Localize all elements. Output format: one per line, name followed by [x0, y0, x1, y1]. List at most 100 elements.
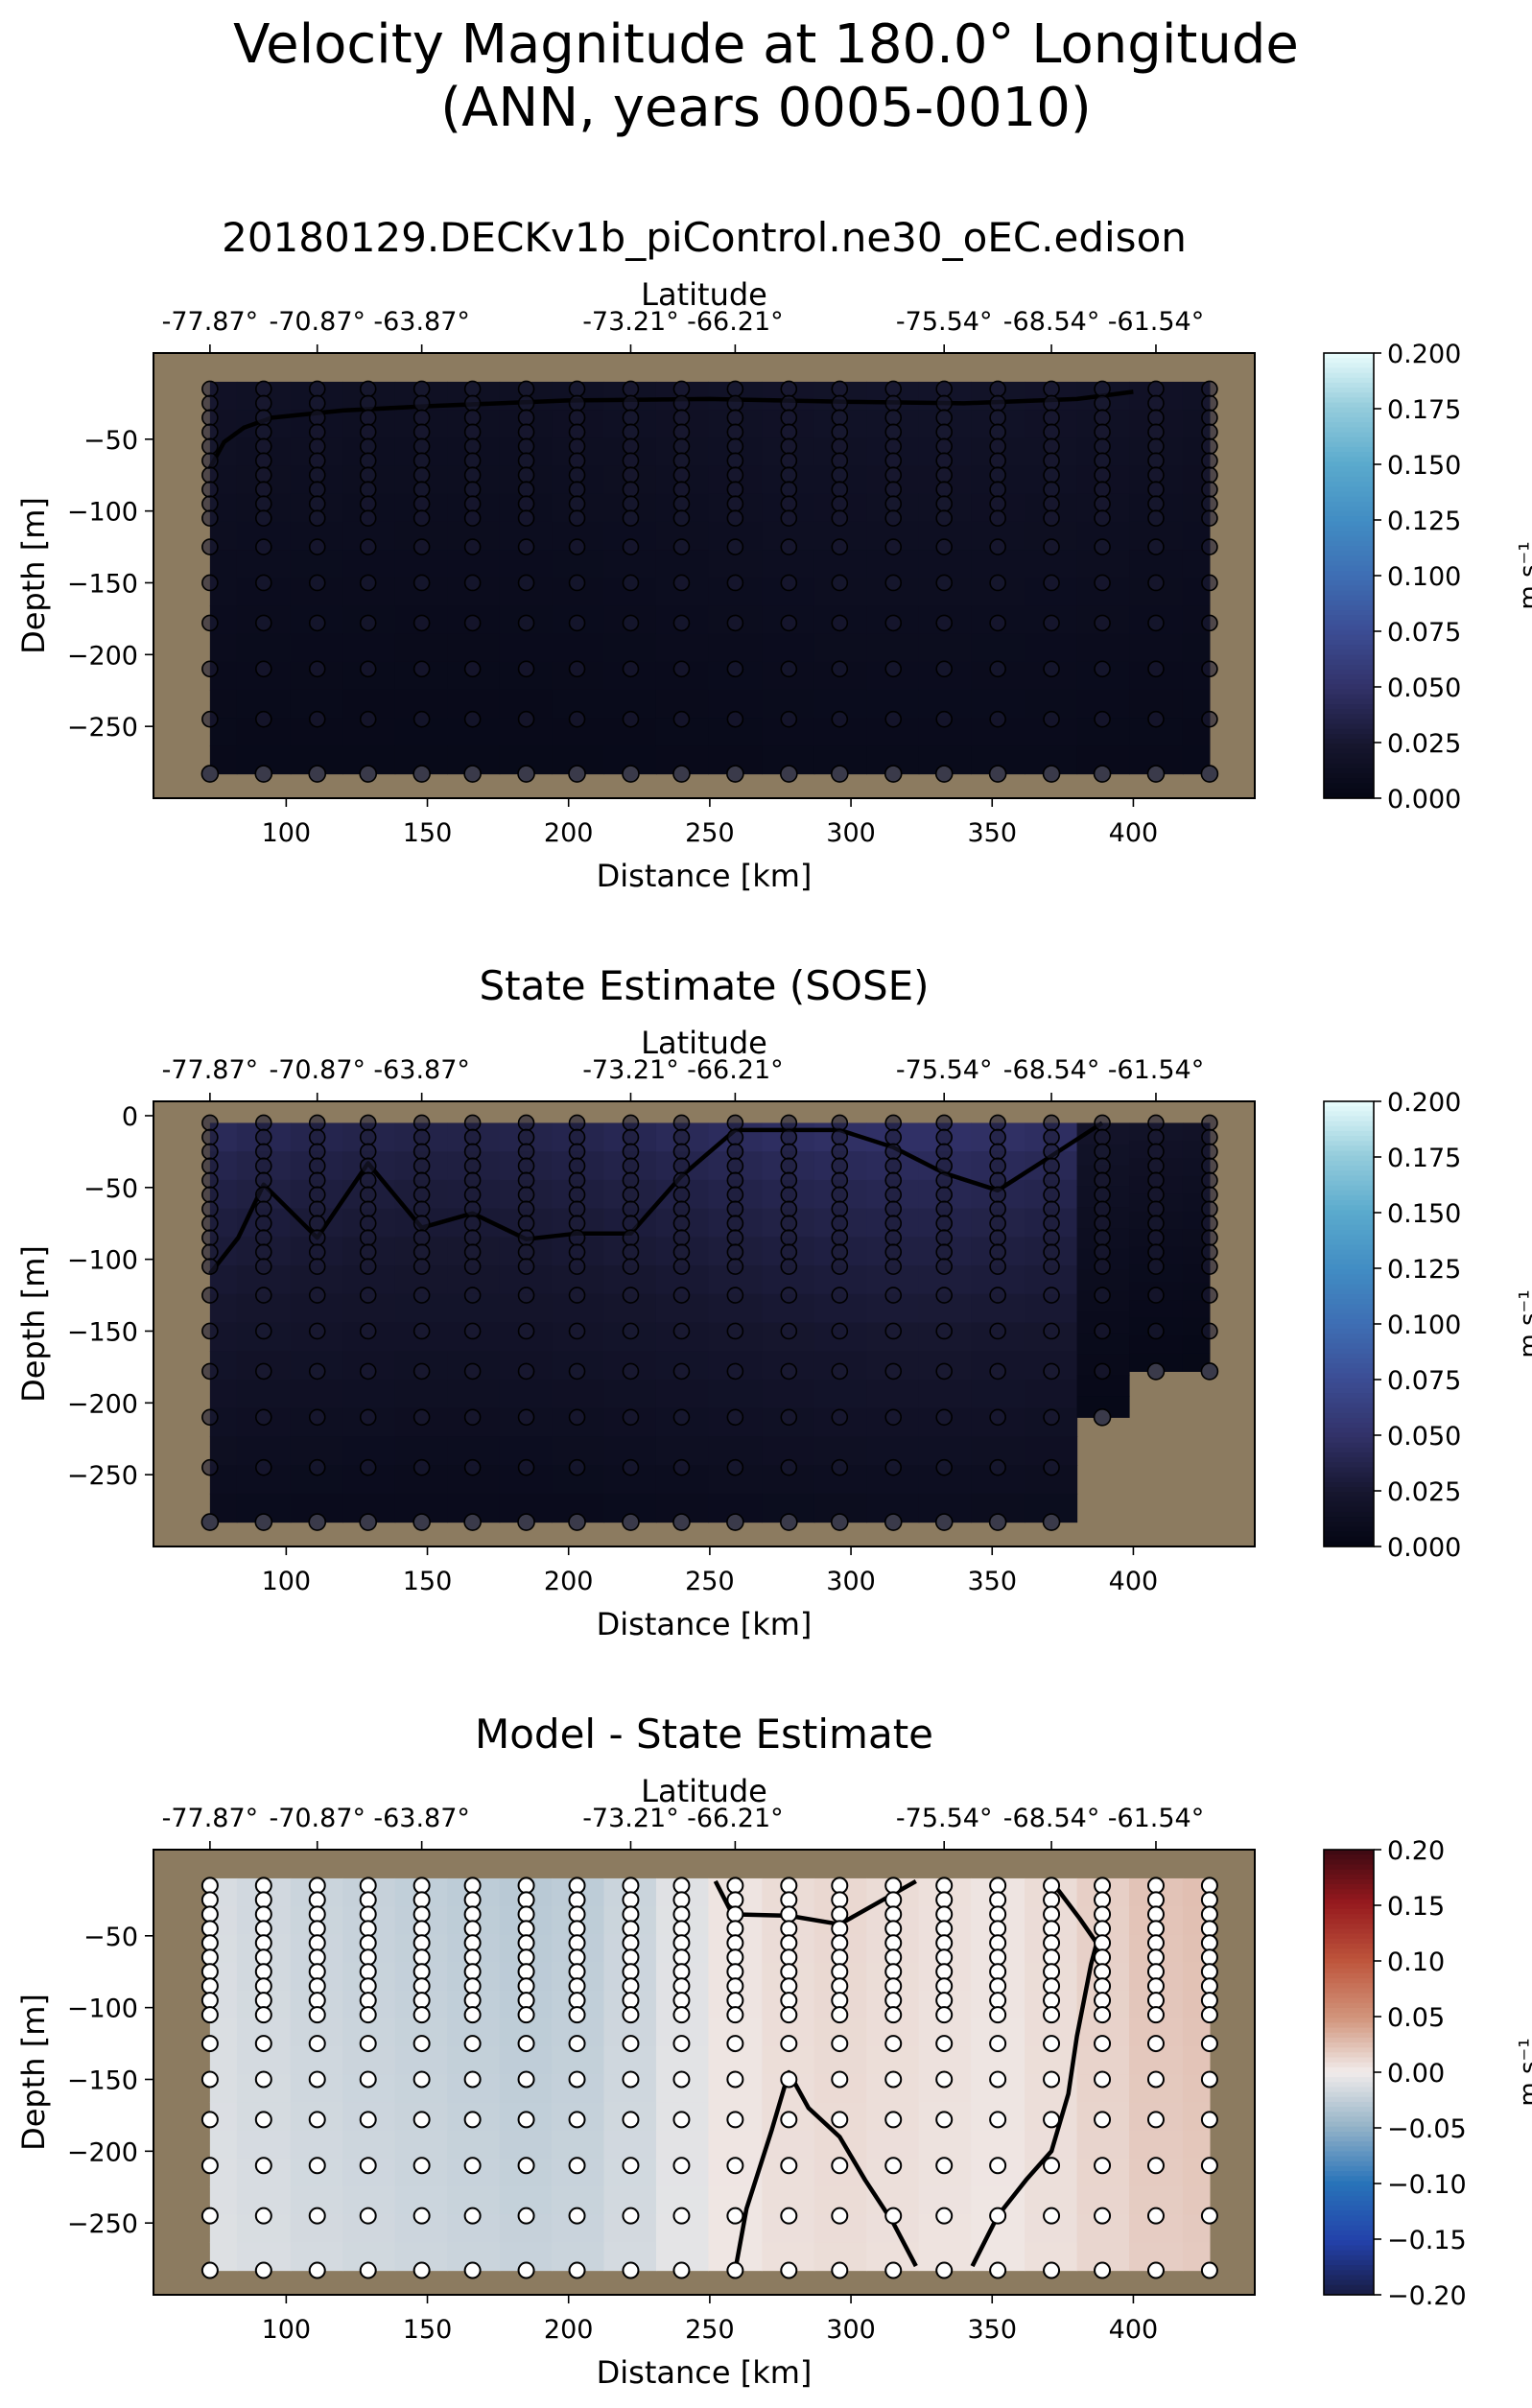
- data-point: [1094, 710, 1111, 728]
- data-point: [989, 437, 1006, 456]
- data-point: [1146, 1992, 1165, 2010]
- data-point: [1094, 1948, 1112, 1967]
- data-point: [517, 1114, 535, 1132]
- data-point: [622, 1258, 640, 1275]
- data-point: [1094, 1114, 1111, 1132]
- data-point: [568, 660, 586, 678]
- data-point: [359, 452, 377, 470]
- bottom-point: [672, 765, 691, 783]
- data-point: [780, 1215, 798, 1233]
- data-point: [884, 1905, 903, 1924]
- data-point: [517, 1200, 535, 1218]
- field-cell: [1129, 1335, 1184, 1355]
- data-point: [1146, 2157, 1165, 2175]
- data-point: [831, 1977, 849, 1995]
- data-point: [726, 2207, 744, 2225]
- data-point: [308, 574, 326, 592]
- data-point: [1201, 1128, 1218, 1146]
- colorbar-band: [1324, 1457, 1374, 1463]
- data-point: [463, 2006, 482, 2024]
- data-point: [1147, 380, 1165, 398]
- data-point: [359, 1948, 377, 1967]
- colorbar-band: [1324, 363, 1374, 369]
- data-point: [726, 409, 744, 427]
- data-point: [622, 1891, 640, 1909]
- data-point: [200, 2070, 219, 2089]
- data-point: [1043, 1920, 1061, 1938]
- x-tick-label: 100: [262, 2315, 312, 2345]
- colorbar-band: [1324, 1899, 1374, 1905]
- bottom-point: [200, 765, 220, 783]
- field-cell: [209, 1379, 238, 1409]
- field-cell: [499, 2130, 553, 2160]
- data-point: [412, 481, 431, 498]
- data-point: [254, 466, 272, 484]
- data-point: [359, 1200, 377, 1218]
- data-point: [780, 1934, 798, 1952]
- data-point: [1043, 380, 1060, 398]
- data-point: [831, 1992, 849, 2010]
- data-point: [254, 1905, 272, 1924]
- data-point: [1147, 614, 1165, 632]
- colorbar-band: [1324, 1288, 1374, 1295]
- y-tick-label: −50: [83, 426, 138, 456]
- field-cell: [708, 1379, 763, 1409]
- colorbar-band: [1324, 1363, 1374, 1369]
- field-cell: [447, 2130, 501, 2160]
- field-cell: [918, 1379, 972, 1409]
- data-point: [1043, 1143, 1060, 1161]
- data-point: [989, 1258, 1006, 1275]
- colorbar-band: [1324, 595, 1374, 602]
- data-point: [831, 1229, 849, 1246]
- top-axis-label: Latitude: [641, 276, 767, 313]
- colorbar-band: [1324, 2007, 1374, 2014]
- data-point: [359, 614, 377, 632]
- data-point: [1094, 437, 1111, 456]
- data-point: [935, 437, 954, 456]
- colorbar-band: [1324, 2107, 1374, 2113]
- data-point: [517, 437, 535, 456]
- data-point: [463, 1992, 482, 2010]
- data-point: [412, 1362, 431, 1381]
- data-point: [1094, 2006, 1112, 2024]
- data-point: [1043, 1229, 1060, 1246]
- data-point: [359, 409, 377, 427]
- data-point: [989, 423, 1006, 441]
- data-point: [726, 574, 744, 592]
- data-point: [672, 437, 691, 456]
- data-point: [884, 2070, 903, 2089]
- data-point: [463, 1287, 482, 1304]
- data-point: [517, 409, 535, 427]
- data-point: [1043, 710, 1060, 728]
- data-point: [1201, 660, 1218, 678]
- colorbar-band: [1324, 1536, 1374, 1543]
- contour-line: [207, 390, 1134, 469]
- data-point: [780, 614, 798, 632]
- data-point: [622, 1362, 640, 1381]
- data-point: [935, 495, 954, 512]
- data-point: [1043, 2006, 1061, 2024]
- colorbar-tick-label: 0.075: [1387, 618, 1461, 648]
- data-point: [359, 380, 377, 398]
- data-point: [780, 2035, 798, 2053]
- data-point: [672, 1258, 691, 1275]
- data-point: [308, 2157, 326, 2175]
- top-tick-label: -63.87°: [373, 1055, 470, 1085]
- data-point: [308, 1963, 326, 1981]
- data-point: [517, 574, 535, 592]
- data-point: [831, 423, 849, 441]
- colorbar-band: [1324, 1269, 1374, 1276]
- data-point: [1043, 2070, 1061, 2089]
- data-point: [1043, 409, 1060, 427]
- data-point: [1094, 614, 1111, 632]
- data-point: [1043, 660, 1060, 678]
- field-cell: [866, 1379, 920, 1409]
- colorbar-band: [1324, 1279, 1374, 1286]
- field-cell: [708, 2130, 763, 2160]
- data-point: [884, 1114, 903, 1132]
- y-axis-label: Depth [m]: [15, 497, 52, 654]
- data-point: [1147, 660, 1165, 678]
- colorbar-band: [1324, 1106, 1374, 1112]
- bottom-point: [308, 1513, 327, 1531]
- data-point: [989, 710, 1006, 728]
